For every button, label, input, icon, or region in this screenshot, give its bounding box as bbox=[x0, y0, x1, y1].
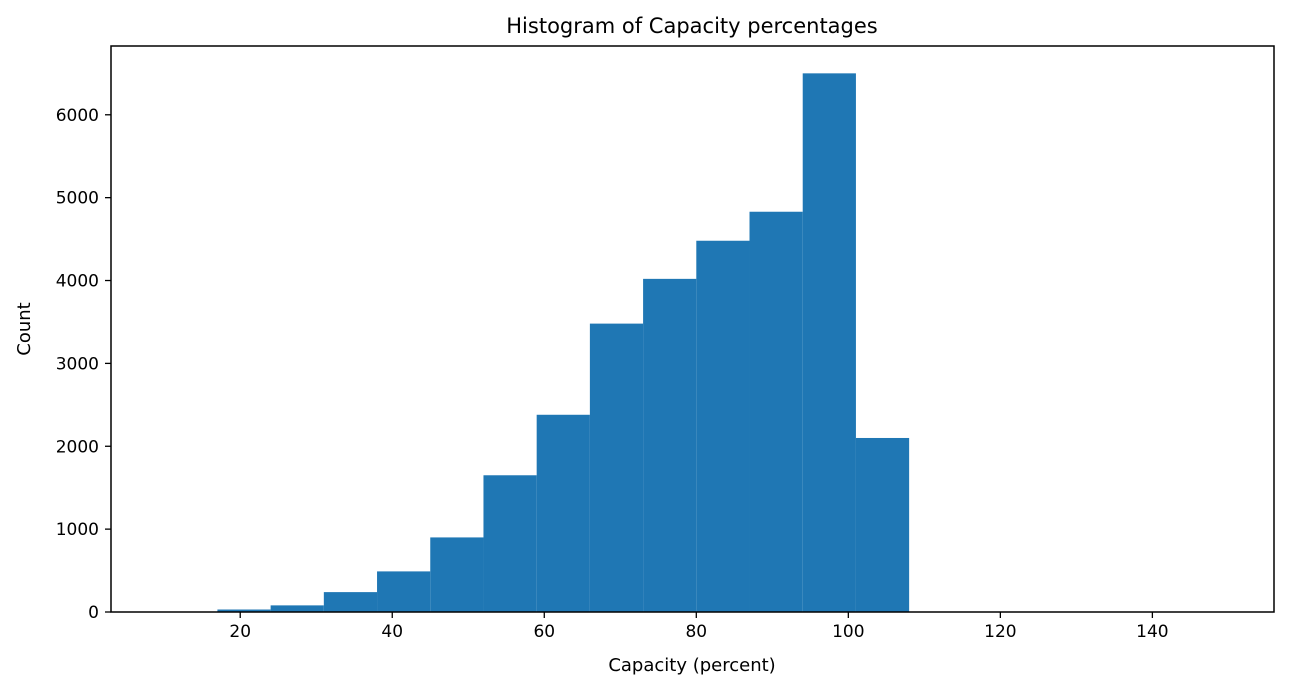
histogram-bar bbox=[696, 240, 750, 612]
y-axis: 0 1000 2000 3000 4000 5000 6000 bbox=[56, 106, 111, 623]
y-tick-label: 0 bbox=[88, 603, 99, 623]
x-tick-label: 80 bbox=[685, 622, 707, 642]
histogram-bar bbox=[749, 211, 803, 612]
chart-title: Histogram of Capacity percentages bbox=[506, 14, 877, 38]
histogram-bar bbox=[589, 323, 644, 612]
x-tick-label: 20 bbox=[229, 622, 251, 642]
y-axis-label: Count bbox=[14, 302, 35, 355]
plot-frame bbox=[110, 45, 1275, 613]
histogram-bar bbox=[536, 414, 590, 612]
y-tick-label: 3000 bbox=[56, 354, 99, 374]
y-tick-label: 1000 bbox=[56, 520, 99, 540]
histogram-bar bbox=[323, 592, 378, 612]
histogram-bar bbox=[802, 73, 856, 613]
histogram-bar bbox=[643, 278, 697, 612]
histogram-bar bbox=[483, 475, 537, 612]
y-tick-label: 6000 bbox=[56, 106, 99, 126]
bars-group bbox=[164, 73, 1229, 613]
x-tick-label: 40 bbox=[381, 622, 403, 642]
x-tick-label: 140 bbox=[1136, 622, 1168, 642]
histogram-bar bbox=[377, 571, 431, 612]
histogram-bar bbox=[855, 437, 910, 612]
x-tick-label: 120 bbox=[984, 622, 1016, 642]
x-tick-label: 60 bbox=[533, 622, 555, 642]
x-tick-label: 100 bbox=[832, 622, 864, 642]
y-tick-label: 4000 bbox=[56, 272, 99, 292]
histogram-bar bbox=[270, 605, 324, 612]
histogram-bar bbox=[217, 609, 271, 612]
x-axis-label: Capacity (percent) bbox=[608, 655, 775, 676]
y-tick-label: 5000 bbox=[56, 189, 99, 209]
y-tick-label: 2000 bbox=[56, 437, 99, 457]
x-axis: 20 40 60 80 100 120 140 bbox=[229, 612, 1169, 642]
histogram-bar bbox=[430, 537, 484, 612]
